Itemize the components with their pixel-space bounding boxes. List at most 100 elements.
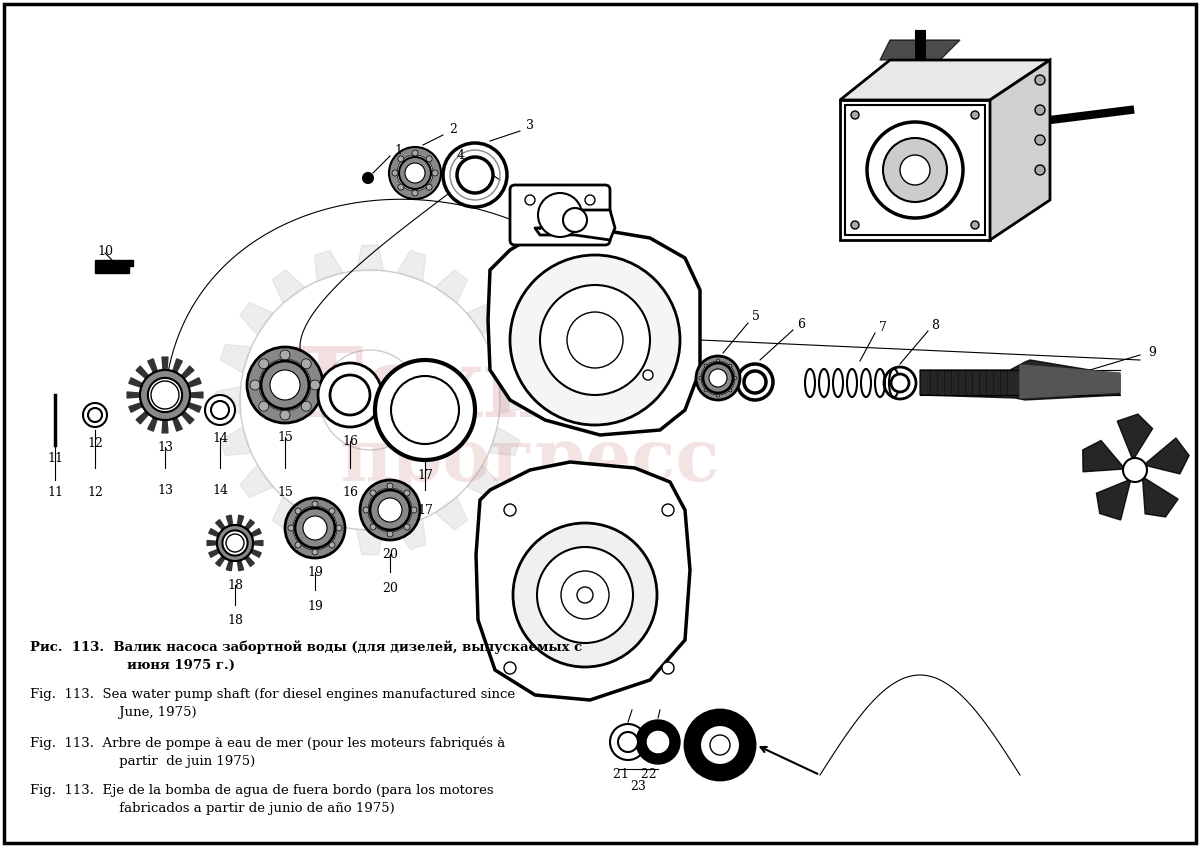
Circle shape xyxy=(259,359,311,411)
Circle shape xyxy=(398,157,431,189)
Polygon shape xyxy=(1020,365,1120,398)
Polygon shape xyxy=(136,366,149,379)
Text: 19: 19 xyxy=(307,566,323,579)
Polygon shape xyxy=(221,345,251,373)
Polygon shape xyxy=(1097,479,1130,520)
Circle shape xyxy=(514,523,658,667)
Polygon shape xyxy=(314,518,343,550)
Circle shape xyxy=(151,381,179,409)
Circle shape xyxy=(378,498,402,522)
Circle shape xyxy=(392,170,398,176)
Circle shape xyxy=(412,150,418,156)
Circle shape xyxy=(698,377,702,379)
Circle shape xyxy=(391,376,458,444)
Circle shape xyxy=(526,195,535,205)
Polygon shape xyxy=(272,270,305,303)
Polygon shape xyxy=(240,465,274,497)
Circle shape xyxy=(586,195,595,205)
Circle shape xyxy=(851,111,859,119)
Circle shape xyxy=(851,221,859,229)
Circle shape xyxy=(971,221,979,229)
Text: 6: 6 xyxy=(797,318,805,330)
Text: 18: 18 xyxy=(227,579,242,591)
Polygon shape xyxy=(990,60,1050,240)
Circle shape xyxy=(295,508,301,514)
Text: 17: 17 xyxy=(418,503,433,517)
Polygon shape xyxy=(397,518,426,550)
Text: 23: 23 xyxy=(630,780,646,793)
Circle shape xyxy=(646,730,670,754)
Polygon shape xyxy=(127,392,140,398)
Text: 16: 16 xyxy=(342,485,358,499)
Circle shape xyxy=(404,524,410,530)
Polygon shape xyxy=(356,529,384,555)
Circle shape xyxy=(286,498,346,558)
Polygon shape xyxy=(920,360,1120,400)
Circle shape xyxy=(1034,165,1045,175)
Circle shape xyxy=(643,370,653,380)
Circle shape xyxy=(330,375,370,415)
Polygon shape xyxy=(216,556,226,567)
Text: 14: 14 xyxy=(212,484,228,496)
Text: 3: 3 xyxy=(526,119,534,131)
Circle shape xyxy=(1034,75,1045,85)
Circle shape xyxy=(398,184,404,190)
Text: 4: 4 xyxy=(457,148,466,162)
Circle shape xyxy=(262,361,310,409)
Polygon shape xyxy=(488,228,700,435)
Polygon shape xyxy=(1142,477,1178,517)
Circle shape xyxy=(636,720,680,764)
Circle shape xyxy=(504,504,516,516)
Text: 16: 16 xyxy=(342,435,358,447)
Polygon shape xyxy=(880,40,960,60)
Polygon shape xyxy=(397,250,426,281)
Circle shape xyxy=(217,525,253,561)
Circle shape xyxy=(205,395,235,425)
Circle shape xyxy=(386,483,394,489)
Circle shape xyxy=(737,364,773,400)
Circle shape xyxy=(320,350,420,450)
Text: Fig.  113.  Arbre de pompe à eau de mer (pour les moteurs fabriqués à
          : Fig. 113. Arbre de pompe à eau de mer (p… xyxy=(30,736,505,767)
Circle shape xyxy=(280,350,290,360)
Text: прогресс: прогресс xyxy=(340,424,720,495)
Circle shape xyxy=(259,359,269,368)
Circle shape xyxy=(618,732,638,752)
Circle shape xyxy=(386,531,394,537)
Polygon shape xyxy=(467,465,500,497)
Circle shape xyxy=(406,163,425,183)
Polygon shape xyxy=(173,359,182,373)
Circle shape xyxy=(364,173,373,183)
Circle shape xyxy=(728,364,732,367)
Polygon shape xyxy=(488,427,520,456)
Circle shape xyxy=(700,725,740,765)
Polygon shape xyxy=(238,515,244,526)
Polygon shape xyxy=(240,302,274,335)
Polygon shape xyxy=(181,366,194,379)
Polygon shape xyxy=(245,519,254,530)
Text: 12: 12 xyxy=(88,436,103,450)
Text: 2: 2 xyxy=(449,123,457,136)
Circle shape xyxy=(301,359,311,368)
Circle shape xyxy=(250,380,260,390)
Circle shape xyxy=(866,122,964,218)
Polygon shape xyxy=(221,427,251,456)
Text: 19: 19 xyxy=(307,600,323,612)
Circle shape xyxy=(222,530,247,556)
Circle shape xyxy=(883,138,947,202)
Polygon shape xyxy=(840,60,1050,100)
Circle shape xyxy=(404,490,410,496)
Text: 1: 1 xyxy=(394,143,402,157)
Circle shape xyxy=(295,542,301,548)
Polygon shape xyxy=(181,412,194,424)
Circle shape xyxy=(88,408,102,422)
Polygon shape xyxy=(216,519,226,530)
Text: 11: 11 xyxy=(47,485,64,499)
Circle shape xyxy=(412,190,418,196)
Circle shape xyxy=(728,389,732,392)
Text: 20: 20 xyxy=(382,547,398,561)
Text: 20: 20 xyxy=(382,582,398,595)
Circle shape xyxy=(426,156,432,162)
Polygon shape xyxy=(209,529,220,537)
Polygon shape xyxy=(227,560,233,571)
Circle shape xyxy=(247,347,323,423)
